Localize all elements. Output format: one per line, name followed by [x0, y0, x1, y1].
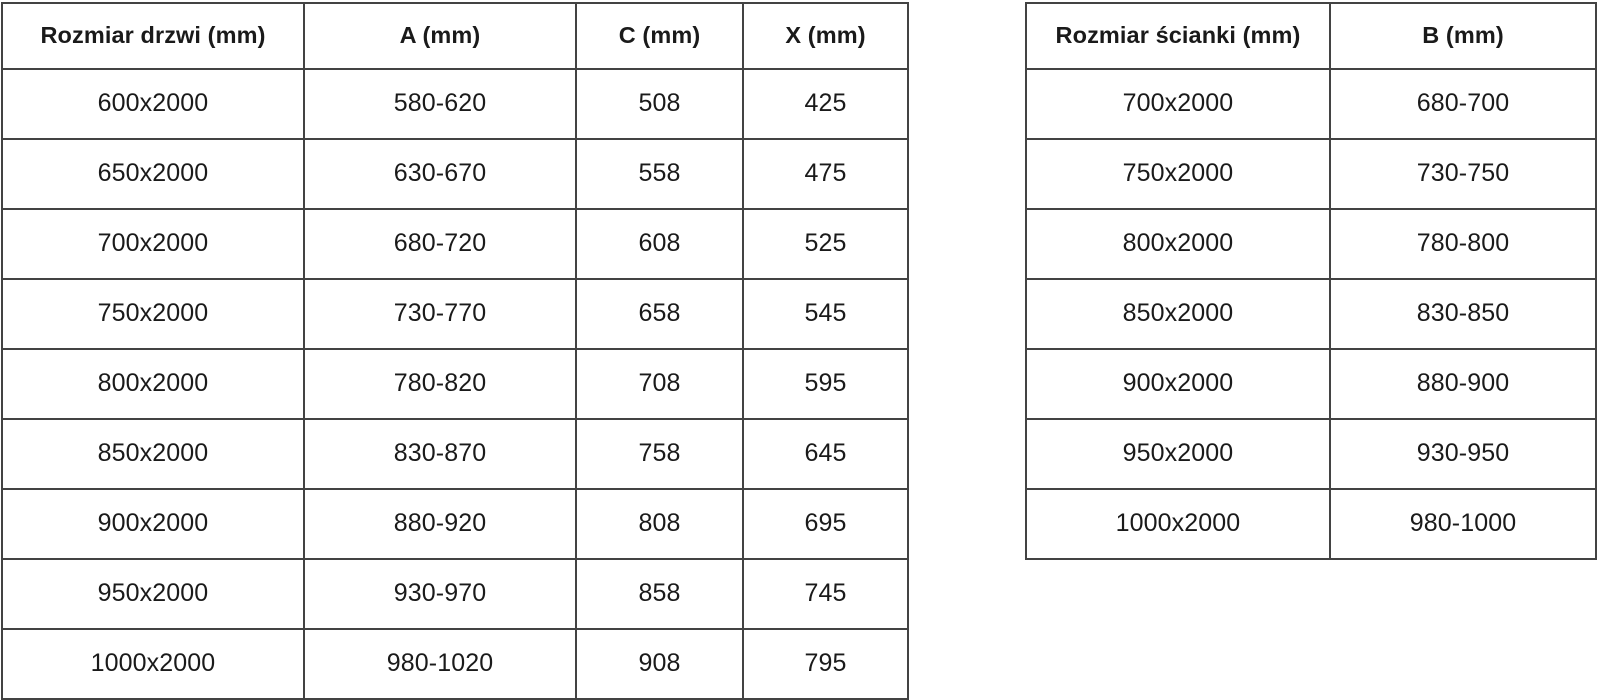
cell-door-size: 850x2000 [1, 418, 305, 490]
cell-x: 595 [742, 348, 909, 420]
table-header-row: Rozmiar drzwi (mm) A (mm) C (mm) X (mm) [1, 2, 909, 70]
cell-door-size: 900x2000 [1, 488, 305, 560]
wall-size-table: Rozmiar ścianki (mm) B (mm) 700x2000 680… [1025, 2, 1597, 560]
cell-x: 545 [742, 278, 909, 350]
cell-a: 630-670 [303, 138, 577, 210]
cell-door-size: 600x2000 [1, 68, 305, 140]
table-row: 900x2000 880-920 808 695 [1, 488, 909, 560]
cell-door-size: 650x2000 [1, 138, 305, 210]
cell-door-size: 950x2000 [1, 558, 305, 630]
table-row: 950x2000 930-950 [1025, 418, 1597, 490]
column-header-a: A (mm) [303, 2, 577, 70]
cell-c: 808 [575, 488, 744, 560]
cell-wall-size: 900x2000 [1025, 348, 1331, 420]
table-row: 850x2000 830-850 [1025, 278, 1597, 350]
cell-c: 708 [575, 348, 744, 420]
table-row: 950x2000 930-970 858 745 [1, 558, 909, 630]
table-row: 700x2000 680-700 [1025, 68, 1597, 140]
cell-wall-size: 1000x2000 [1025, 488, 1331, 560]
cell-wall-size: 850x2000 [1025, 278, 1331, 350]
table-row: 750x2000 730-750 [1025, 138, 1597, 210]
cell-b: 930-950 [1329, 418, 1597, 490]
cell-b: 880-900 [1329, 348, 1597, 420]
cell-a: 830-870 [303, 418, 577, 490]
cell-x: 645 [742, 418, 909, 490]
cell-door-size: 1000x2000 [1, 628, 305, 700]
cell-c: 558 [575, 138, 744, 210]
cell-x: 425 [742, 68, 909, 140]
column-header-c: C (mm) [575, 2, 744, 70]
cell-c: 658 [575, 278, 744, 350]
cell-x: 745 [742, 558, 909, 630]
cell-a: 580-620 [303, 68, 577, 140]
cell-wall-size: 800x2000 [1025, 208, 1331, 280]
cell-c: 858 [575, 558, 744, 630]
column-header-x: X (mm) [742, 2, 909, 70]
cell-a: 930-970 [303, 558, 577, 630]
cell-a: 730-770 [303, 278, 577, 350]
cell-c: 908 [575, 628, 744, 700]
cell-door-size: 750x2000 [1, 278, 305, 350]
cell-b: 980-1000 [1329, 488, 1597, 560]
cell-b: 730-750 [1329, 138, 1597, 210]
cell-wall-size: 750x2000 [1025, 138, 1331, 210]
cell-b: 830-850 [1329, 278, 1597, 350]
cell-a: 880-920 [303, 488, 577, 560]
column-header-wall-size: Rozmiar ścianki (mm) [1025, 2, 1331, 70]
cell-door-size: 700x2000 [1, 208, 305, 280]
cell-a: 680-720 [303, 208, 577, 280]
cell-c: 508 [575, 68, 744, 140]
table-row: 800x2000 780-820 708 595 [1, 348, 909, 420]
table-row: 1000x2000 980-1000 [1025, 488, 1597, 560]
table-header-row: Rozmiar ścianki (mm) B (mm) [1025, 2, 1597, 70]
table-row: 600x2000 580-620 508 425 [1, 68, 909, 140]
cell-b: 680-700 [1329, 68, 1597, 140]
table-row: 850x2000 830-870 758 645 [1, 418, 909, 490]
cell-wall-size: 700x2000 [1025, 68, 1331, 140]
table-row: 700x2000 680-720 608 525 [1, 208, 909, 280]
table-row: 800x2000 780-800 [1025, 208, 1597, 280]
cell-x: 695 [742, 488, 909, 560]
cell-c: 608 [575, 208, 744, 280]
cell-a: 780-820 [303, 348, 577, 420]
column-header-b: B (mm) [1329, 2, 1597, 70]
cell-x: 525 [742, 208, 909, 280]
door-size-table: Rozmiar drzwi (mm) A (mm) C (mm) X (mm) … [1, 2, 909, 700]
cell-wall-size: 950x2000 [1025, 418, 1331, 490]
column-header-door-size: Rozmiar drzwi (mm) [1, 2, 305, 70]
cell-b: 780-800 [1329, 208, 1597, 280]
table-row: 900x2000 880-900 [1025, 348, 1597, 420]
table-row: 750x2000 730-770 658 545 [1, 278, 909, 350]
cell-door-size: 800x2000 [1, 348, 305, 420]
cell-a: 980-1020 [303, 628, 577, 700]
cell-x: 475 [742, 138, 909, 210]
cell-c: 758 [575, 418, 744, 490]
table-row: 650x2000 630-670 558 475 [1, 138, 909, 210]
